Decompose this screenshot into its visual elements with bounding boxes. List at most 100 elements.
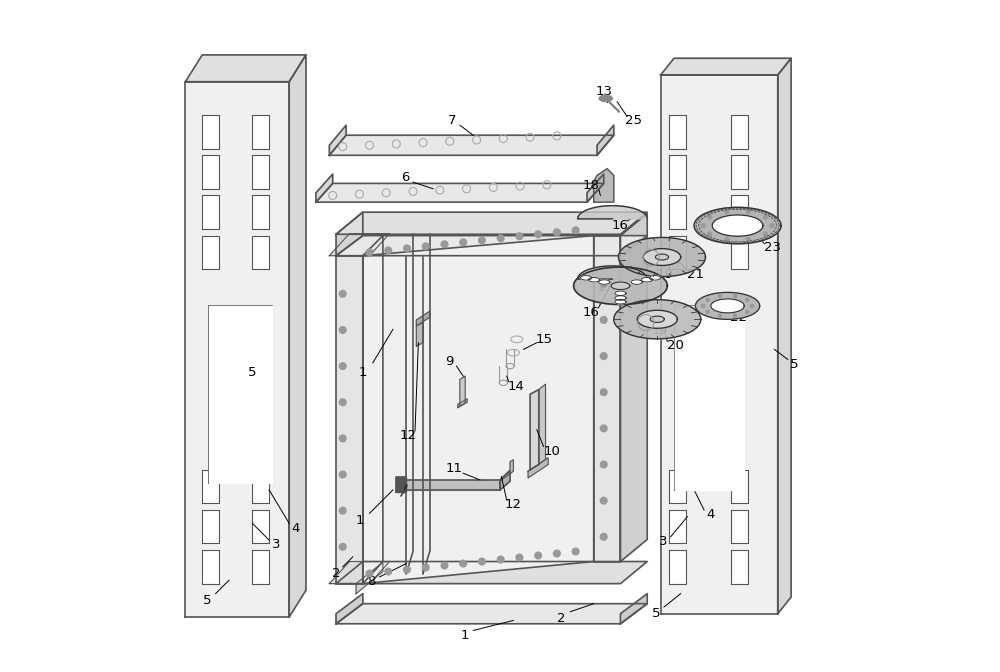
Polygon shape [620, 214, 647, 562]
Text: 12: 12 [505, 498, 522, 511]
Circle shape [497, 235, 504, 242]
Text: 4: 4 [292, 522, 300, 535]
Circle shape [600, 461, 607, 468]
Polygon shape [289, 55, 306, 617]
Circle shape [600, 389, 607, 396]
Polygon shape [731, 155, 748, 189]
Polygon shape [669, 510, 686, 544]
Text: 5: 5 [790, 358, 799, 370]
Text: 3: 3 [272, 538, 280, 551]
Polygon shape [458, 399, 467, 408]
Circle shape [385, 247, 392, 254]
Text: 17: 17 [597, 282, 614, 294]
Circle shape [460, 239, 467, 246]
Circle shape [339, 507, 346, 514]
Text: 5: 5 [652, 607, 660, 620]
Polygon shape [731, 115, 748, 149]
Polygon shape [578, 206, 647, 219]
Circle shape [600, 280, 607, 287]
Polygon shape [620, 593, 647, 624]
Polygon shape [599, 280, 610, 284]
Polygon shape [731, 196, 748, 229]
Polygon shape [416, 323, 423, 346]
Polygon shape [403, 480, 500, 490]
Polygon shape [202, 550, 219, 583]
Text: 25: 25 [625, 114, 642, 127]
Polygon shape [252, 510, 269, 544]
Polygon shape [637, 310, 677, 329]
Polygon shape [655, 254, 669, 260]
Polygon shape [650, 316, 664, 323]
Polygon shape [252, 155, 269, 189]
Polygon shape [539, 384, 546, 464]
Circle shape [441, 562, 448, 569]
Polygon shape [594, 169, 614, 202]
Circle shape [535, 552, 541, 559]
Polygon shape [363, 236, 594, 583]
Circle shape [554, 550, 560, 557]
Polygon shape [669, 196, 686, 229]
Polygon shape [336, 255, 363, 583]
Polygon shape [500, 471, 510, 490]
Polygon shape [336, 603, 647, 624]
Polygon shape [202, 236, 219, 269]
Circle shape [366, 249, 373, 255]
Text: 20: 20 [667, 339, 684, 352]
Text: 6: 6 [401, 171, 409, 184]
Circle shape [701, 223, 705, 228]
Text: 9: 9 [445, 355, 453, 368]
Circle shape [600, 317, 607, 323]
Circle shape [763, 215, 768, 219]
Circle shape [572, 548, 579, 555]
Circle shape [497, 556, 504, 563]
Polygon shape [316, 174, 333, 202]
Text: 1: 1 [461, 628, 469, 642]
Circle shape [701, 304, 705, 308]
Polygon shape [329, 125, 346, 155]
Polygon shape [615, 296, 626, 300]
Circle shape [422, 243, 429, 250]
Circle shape [404, 245, 410, 252]
Polygon shape [336, 212, 647, 235]
Polygon shape [252, 196, 269, 229]
Polygon shape [712, 215, 763, 237]
Circle shape [422, 564, 429, 571]
Polygon shape [416, 311, 430, 326]
Polygon shape [611, 282, 630, 290]
Circle shape [718, 314, 722, 318]
Circle shape [339, 363, 346, 370]
Polygon shape [202, 115, 219, 149]
Polygon shape [252, 115, 269, 149]
Polygon shape [252, 470, 269, 503]
Text: 23: 23 [764, 241, 781, 254]
Polygon shape [669, 115, 686, 149]
Text: 14: 14 [508, 380, 524, 392]
Polygon shape [594, 236, 620, 562]
Polygon shape [209, 306, 272, 483]
Circle shape [339, 544, 346, 550]
Polygon shape [731, 510, 748, 544]
Circle shape [707, 232, 712, 237]
Text: 4: 4 [707, 508, 715, 521]
Text: 24: 24 [762, 219, 779, 232]
Text: 19: 19 [656, 268, 673, 281]
Circle shape [339, 399, 346, 406]
Polygon shape [396, 476, 406, 492]
Circle shape [600, 497, 607, 504]
Circle shape [479, 237, 485, 244]
Polygon shape [669, 550, 686, 583]
Polygon shape [614, 300, 701, 339]
Polygon shape [661, 75, 778, 614]
Polygon shape [530, 390, 539, 470]
Text: 2: 2 [557, 612, 566, 625]
Polygon shape [643, 249, 681, 265]
Polygon shape [336, 236, 647, 255]
Circle shape [554, 229, 560, 236]
Text: 5: 5 [248, 366, 257, 379]
Circle shape [725, 210, 729, 214]
Text: 19: 19 [652, 324, 668, 337]
Circle shape [750, 304, 754, 308]
Ellipse shape [599, 95, 612, 101]
Circle shape [763, 232, 768, 237]
Polygon shape [202, 470, 219, 503]
